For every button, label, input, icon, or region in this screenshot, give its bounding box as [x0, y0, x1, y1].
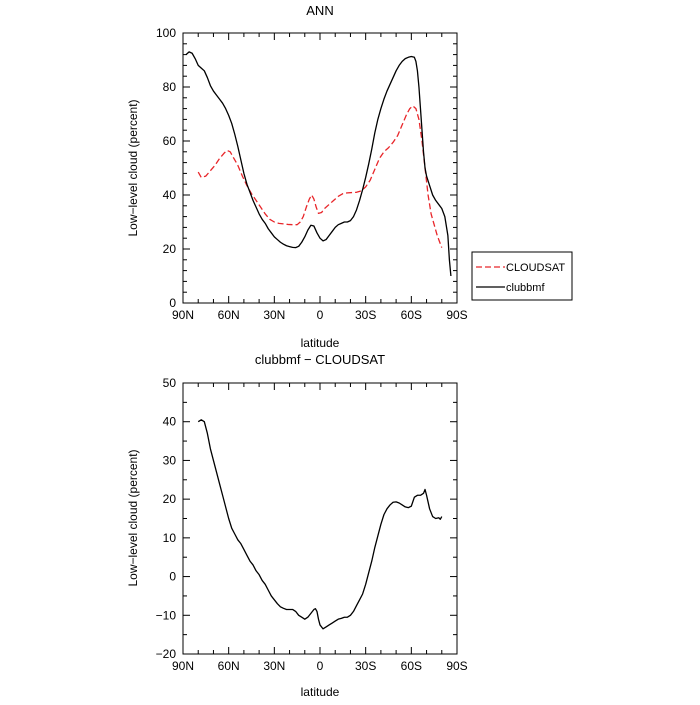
diff-x-tick-label: 60S	[401, 659, 422, 673]
diff-x-axis-label: latitude	[301, 685, 340, 699]
ann-series-group	[185, 51, 452, 277]
ann-x-tick-label: 30N	[263, 308, 285, 322]
diff-x-tick-label: 90N	[172, 659, 194, 673]
ann-x-tick-label: 60S	[401, 308, 422, 322]
ann-plot-frame	[182, 32, 458, 304]
ann-x-tick-label: 60N	[218, 308, 240, 322]
diff-x-tick-label: 30N	[263, 659, 285, 673]
chart-ann: ANN 90N 60N 30N 0 30S 60S 90S 0 20 40 60 80 100 lat…	[126, 3, 573, 350]
ann-x-axis-label: latitude	[301, 336, 340, 350]
ann-y-tick-label: 0	[169, 296, 176, 310]
ann-legend-box	[471, 251, 573, 301]
diff-x-tick-label: 0	[317, 659, 324, 673]
diff-y-tick-label: 40	[163, 415, 177, 429]
ann-y-tick-labels: 0 20 40 60 80 100	[156, 26, 176, 310]
ann-y-tick-label: 80	[163, 80, 177, 94]
ann-y-tick-label: 20	[163, 242, 177, 256]
ann-x-tick-label: 30S	[355, 308, 376, 322]
diff-x-tick-label: 30S	[355, 659, 376, 673]
diff-series-group	[197, 419, 443, 630]
ann-x-tick-label: 0	[317, 308, 324, 322]
ann-y-tick-label: 40	[163, 188, 177, 202]
diff-x-tick-label: 60N	[218, 659, 240, 673]
ann-x-tick-label: 90N	[172, 308, 194, 322]
diff-x-tick-labels: 90N 60N 30N 0 30S 60S 90S	[172, 659, 468, 673]
diff-y-tick-label: 30	[163, 453, 177, 467]
diff-title: clubbmf − CLOUDSAT	[255, 352, 385, 367]
ann-series-line-clubbmf	[185, 51, 452, 277]
diff-y-tick-label: 20	[163, 492, 177, 506]
ann-y-tick-label: 60	[163, 134, 177, 148]
ann-series-line-cloudsat	[197, 105, 443, 248]
ann-x-tick-label: 90S	[446, 308, 467, 322]
diff-y-tick-label: 0	[169, 570, 176, 584]
ann-y-axis-label: Low−level cloud (percent)	[126, 99, 140, 236]
ann-axes	[182, 32, 458, 304]
ann-x-tick-labels: 90N 60N 30N 0 30S 60S 90S	[172, 308, 468, 322]
ann-legend-label-cloudsat: CLOUDSAT	[506, 262, 565, 274]
diff-y-tick-label: −10	[156, 608, 177, 622]
diff-y-axis-label: Low−level cloud (percent)	[126, 449, 140, 586]
diff-axes	[182, 382, 458, 655]
ann-y-tick-label: 100	[156, 26, 176, 40]
ann-legend: CLOUDSAT clubbmf	[471, 251, 573, 301]
diff-plot-frame	[182, 382, 458, 655]
diff-y-tick-label: 10	[163, 531, 177, 545]
diff-y-tick-label: −20	[156, 647, 177, 661]
diff-series-line-difference	[197, 419, 443, 630]
ann-title: ANN	[306, 3, 333, 18]
ann-legend-label-clubbmf: clubbmf	[506, 282, 545, 294]
chart-difference: clubbmf − CLOUDSAT 90N 60N 30N 0 30S 60S 90S −…	[126, 352, 468, 699]
diff-y-tick-labels: −20 −10 0 10 20 30 40 50	[156, 376, 177, 661]
diff-x-tick-label: 90S	[446, 659, 467, 673]
diff-y-tick-label: 50	[163, 376, 177, 390]
